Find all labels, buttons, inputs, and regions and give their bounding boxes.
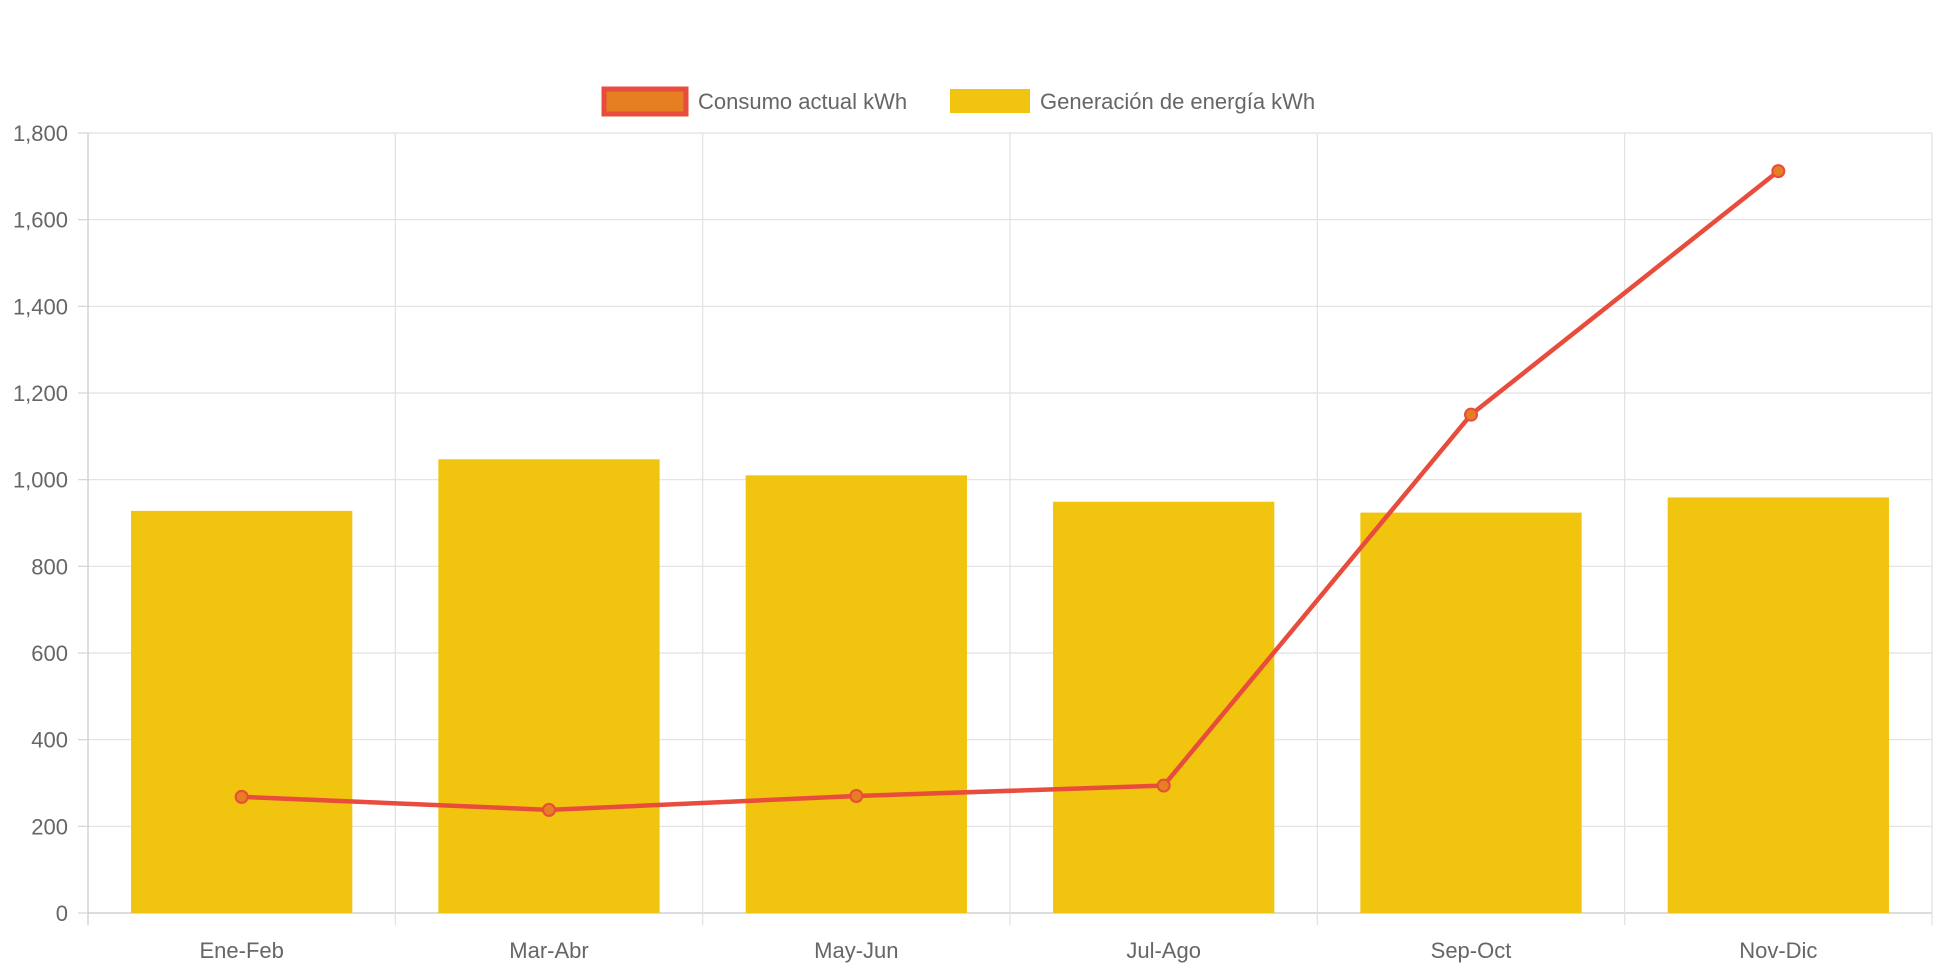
x-tick-label: Mar-Abr <box>509 938 588 963</box>
line-point <box>1464 407 1478 422</box>
bar-layer <box>131 459 1889 913</box>
y-tick-label: 600 <box>31 641 68 666</box>
x-tick-label: May-Jun <box>814 938 898 963</box>
line-point <box>234 789 249 804</box>
y-tick-label: 1,400 <box>13 294 68 319</box>
x-tick-label: Ene-Feb <box>199 938 283 963</box>
legend-label-line: Consumo actual kWh <box>698 89 907 114</box>
bar <box>745 475 967 913</box>
grid-layer <box>87 132 1933 925</box>
line-point <box>542 802 556 817</box>
legend-swatch-bar <box>950 89 1030 113</box>
legend: Consumo actual kWh Generación de energía … <box>601 86 1315 117</box>
y-tick-label: 200 <box>31 814 68 839</box>
line-point <box>849 789 864 803</box>
bar <box>1053 501 1275 913</box>
legend-swatch-line <box>601 86 689 117</box>
y-tick-label: 800 <box>31 554 68 579</box>
bar <box>438 459 660 913</box>
x-tick-label: Jul-Ago <box>1126 938 1201 963</box>
line-point <box>1771 164 1786 179</box>
y-tick-label: 0 <box>56 901 68 926</box>
bar <box>1667 497 1889 913</box>
bar <box>131 510 353 913</box>
line-layer <box>234 164 1786 817</box>
bar <box>1360 512 1582 913</box>
y-tick-label: 1,000 <box>13 468 68 493</box>
line-point <box>1156 778 1171 793</box>
series-line <box>239 168 1781 813</box>
x-tick-label: Nov-Dic <box>1739 938 1817 963</box>
y-tick-label: 400 <box>31 728 68 753</box>
y-tick-label: 1,800 <box>13 121 68 146</box>
y-tick-label: 1,600 <box>13 208 68 233</box>
axis-layer: 0 200 400 600 800 1,000 1,200 1,400 1,600 1,800 En… <box>13 121 1818 963</box>
x-tick-label: Sep-Oct <box>1431 938 1512 963</box>
legend-label-bar: Generación de energía kWh <box>1040 89 1315 114</box>
y-tick-label: 1,200 <box>13 381 68 406</box>
